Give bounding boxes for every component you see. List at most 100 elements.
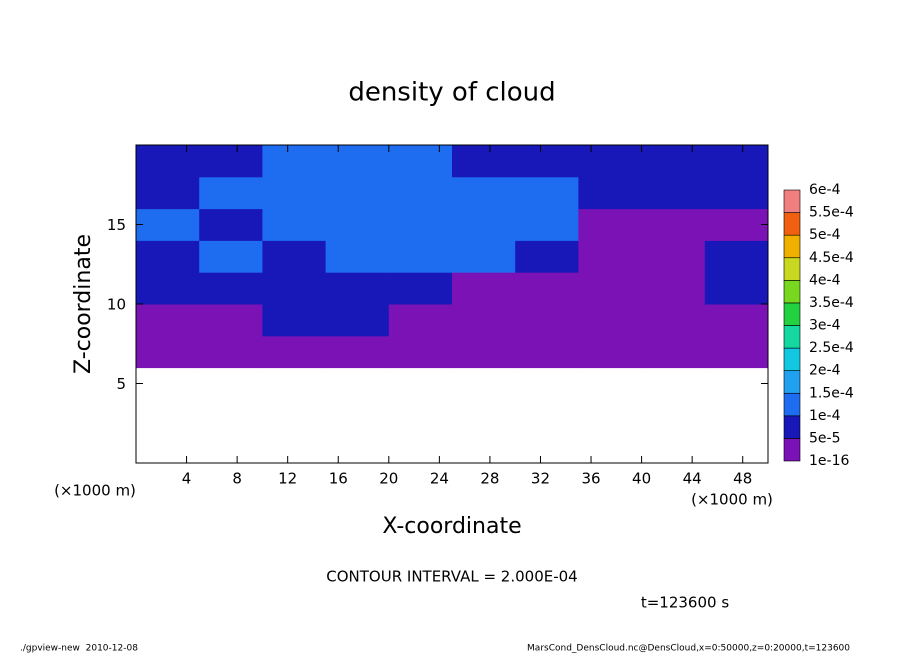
y-axis-label: Z-coordinate [71, 234, 96, 374]
colorbar-label: 4e-4 [809, 272, 841, 288]
cell [388, 145, 453, 178]
cell [452, 272, 516, 305]
y-tick-label: 15 [107, 216, 126, 234]
colorbar-label: 2e-4 [809, 363, 841, 379]
cell [704, 145, 769, 178]
cell [578, 145, 643, 178]
cell [515, 335, 579, 369]
cell [325, 304, 390, 337]
cell [452, 240, 516, 273]
cell [452, 304, 516, 337]
cell [452, 176, 516, 210]
colorbar-band [783, 392, 801, 417]
cell [704, 208, 769, 241]
cell [262, 240, 327, 273]
colorbar-label: 4.5e-4 [809, 250, 854, 266]
cell [704, 335, 769, 369]
cell [325, 240, 390, 273]
cell [199, 240, 263, 273]
colorbar-label: 3e-4 [809, 318, 841, 334]
time-note: t=123600 s [641, 594, 729, 612]
cell [452, 145, 516, 178]
cell [704, 176, 769, 210]
cell [704, 240, 769, 273]
axes: 4 8 12 16 20 24 28 32 36 40 44 48510151e-165e-51e-4… [107, 144, 854, 488]
colorbar-band [783, 212, 801, 236]
cell [578, 176, 643, 210]
footer-right: MarsCond_DensCloud.nc@DensCloud,x=0:5000… [527, 644, 850, 654]
x-tick-label: 36 [581, 470, 600, 488]
colorbar-band [783, 302, 801, 326]
cell [641, 176, 706, 210]
colorbar-label: 1e-16 [809, 453, 849, 469]
colorbar-band [783, 189, 801, 213]
cell [325, 176, 390, 210]
colorbar-label: 2.5e-4 [809, 340, 854, 356]
x-tick-label: 12 [278, 470, 297, 488]
cell [515, 145, 579, 178]
cell [515, 272, 579, 305]
cell [515, 208, 579, 241]
cell [136, 145, 200, 178]
cell [199, 272, 263, 305]
cell [515, 240, 579, 273]
cell [388, 176, 453, 210]
cell [325, 335, 390, 369]
cell [136, 272, 200, 305]
cell [578, 240, 643, 273]
cell [388, 272, 453, 305]
colorbar-label: 5.5e-4 [809, 205, 854, 221]
cell [452, 335, 516, 369]
cell [388, 304, 453, 337]
colorbar-label: 6e-4 [809, 182, 841, 198]
x-unit: (×1000 m) [691, 491, 773, 509]
cell [515, 304, 579, 337]
x-tick-label: 8 [232, 470, 242, 488]
colorbar-band [783, 257, 801, 281]
cell [136, 304, 200, 337]
x-tick-label: 44 [683, 470, 702, 488]
cell [199, 208, 263, 241]
cell [136, 335, 200, 369]
colorbar-label: 5e-4 [809, 227, 841, 243]
colorbar-band [783, 415, 801, 439]
colorbar-label: 5e-5 [809, 430, 840, 446]
x-axis-label: X-coordinate [382, 514, 521, 539]
cell [388, 240, 453, 273]
cell [578, 304, 643, 337]
x-tick-label: 16 [329, 470, 348, 488]
x-tick-label: 4 [182, 470, 192, 488]
cell [578, 335, 643, 369]
colorbar-band [783, 280, 801, 304]
y-tick-label: 5 [116, 375, 126, 393]
cell [578, 208, 643, 241]
cell [136, 208, 200, 241]
cell [262, 208, 327, 241]
cell [199, 304, 263, 337]
cell [199, 176, 263, 210]
cell [388, 208, 453, 241]
chart-title: density of cloud [348, 78, 555, 108]
cell [452, 208, 516, 241]
heatmap [136, 145, 769, 369]
cell [325, 272, 390, 305]
colorbar-band [783, 234, 801, 259]
cell [641, 240, 706, 273]
colorbar-label: 1e-4 [809, 408, 841, 424]
cell [388, 335, 453, 369]
x-tick-label: 24 [430, 470, 449, 488]
contour-note: CONTOUR INTERVAL = 2.000E-04 [326, 568, 577, 586]
y-unit: (×1000 m) [54, 482, 136, 500]
cell [325, 145, 390, 178]
cell [641, 272, 706, 305]
colorbar-band [783, 325, 801, 349]
colorbar-band [783, 438, 801, 462]
cell [641, 145, 706, 178]
colorbar-band [783, 370, 801, 394]
y-tick-label: 10 [107, 296, 126, 314]
cell [262, 335, 327, 369]
x-tick-label: 40 [632, 470, 651, 488]
cell [262, 176, 327, 210]
cell [262, 304, 327, 337]
